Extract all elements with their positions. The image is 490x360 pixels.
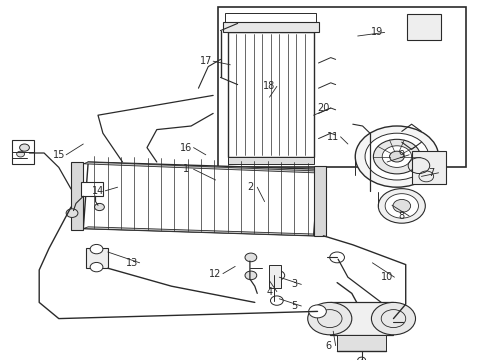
Circle shape — [371, 302, 416, 335]
Text: 2: 2 — [247, 182, 253, 192]
Circle shape — [373, 139, 420, 174]
Circle shape — [245, 271, 257, 280]
Bar — [228, 32, 314, 157]
Bar — [81, 182, 103, 196]
Circle shape — [390, 151, 404, 162]
Circle shape — [393, 199, 411, 212]
Text: 12: 12 — [209, 269, 222, 279]
Circle shape — [20, 144, 29, 151]
Bar — [269, 265, 281, 288]
Bar — [314, 166, 326, 236]
Text: 8: 8 — [399, 211, 405, 221]
Text: 3: 3 — [291, 279, 297, 289]
Text: 6: 6 — [325, 341, 331, 351]
Circle shape — [270, 296, 283, 305]
Bar — [228, 157, 314, 164]
Bar — [218, 7, 466, 167]
Circle shape — [330, 252, 344, 263]
Bar — [225, 13, 316, 22]
Circle shape — [90, 244, 103, 254]
Polygon shape — [83, 162, 318, 173]
Circle shape — [385, 194, 418, 218]
Circle shape — [245, 253, 257, 262]
Text: 7: 7 — [428, 168, 434, 178]
Circle shape — [365, 133, 429, 180]
Text: 19: 19 — [371, 27, 384, 37]
Text: 4: 4 — [267, 287, 272, 297]
Text: 16: 16 — [180, 143, 192, 153]
Bar — [223, 22, 318, 32]
Bar — [412, 151, 446, 184]
Circle shape — [95, 203, 104, 211]
Text: 9: 9 — [399, 150, 405, 160]
Bar — [337, 335, 386, 351]
Circle shape — [66, 209, 78, 217]
Circle shape — [309, 305, 326, 318]
Text: 20: 20 — [317, 103, 330, 113]
Circle shape — [355, 126, 439, 187]
Circle shape — [382, 146, 412, 167]
Text: 13: 13 — [126, 258, 138, 268]
Text: 14: 14 — [92, 186, 104, 196]
Polygon shape — [83, 227, 314, 236]
Text: 11: 11 — [327, 132, 339, 142]
Polygon shape — [83, 162, 318, 236]
Text: 1: 1 — [183, 164, 189, 174]
Text: 15: 15 — [52, 150, 65, 160]
Circle shape — [90, 262, 103, 272]
Text: 10: 10 — [381, 272, 393, 282]
Circle shape — [272, 271, 285, 280]
Bar — [12, 140, 34, 164]
Circle shape — [378, 189, 425, 223]
Bar — [71, 162, 83, 230]
Text: 5: 5 — [291, 301, 297, 311]
Text: 17: 17 — [199, 56, 212, 66]
Bar — [86, 248, 108, 268]
Circle shape — [17, 151, 24, 157]
Circle shape — [308, 302, 352, 335]
Text: 18: 18 — [264, 81, 275, 91]
Bar — [330, 302, 393, 335]
Bar — [407, 14, 441, 40]
